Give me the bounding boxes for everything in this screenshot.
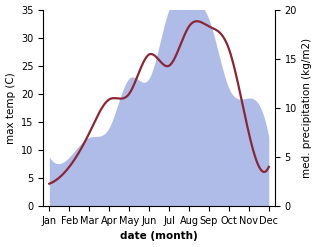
Y-axis label: max temp (C): max temp (C) bbox=[5, 72, 16, 144]
X-axis label: date (month): date (month) bbox=[120, 231, 198, 242]
Y-axis label: med. precipitation (kg/m2): med. precipitation (kg/m2) bbox=[302, 38, 313, 178]
